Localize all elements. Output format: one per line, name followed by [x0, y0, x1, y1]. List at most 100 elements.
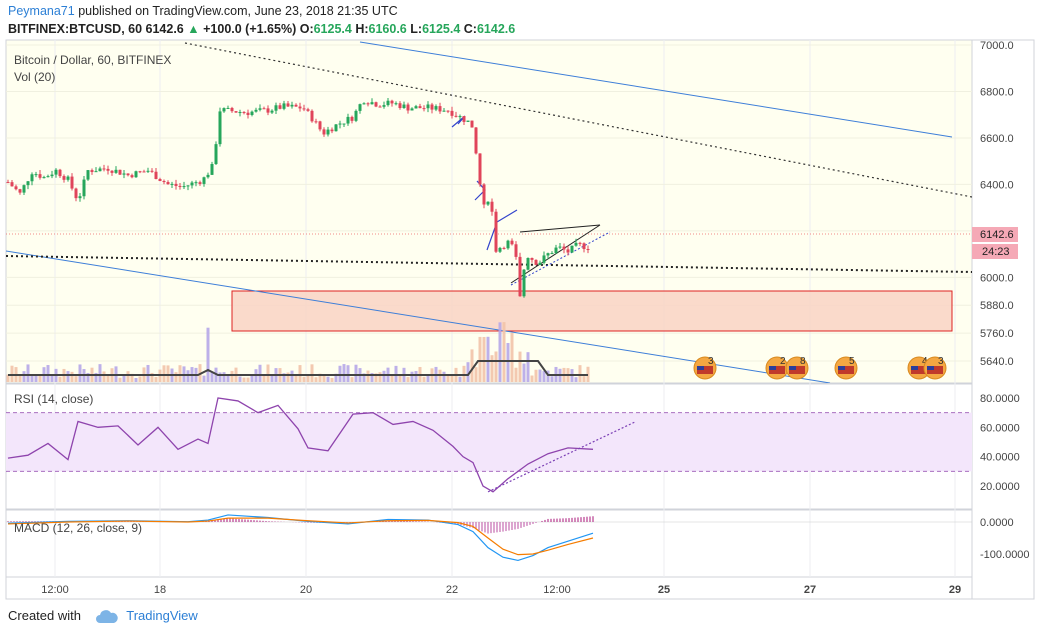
time-tick-label: 25 [658, 584, 670, 596]
candle-body [390, 100, 394, 104]
volume-bar [374, 373, 378, 382]
volume-bar [286, 372, 290, 382]
volume-ma-line [8, 360, 588, 376]
candle-body [522, 269, 526, 297]
candle-body [234, 111, 238, 113]
candle-body [118, 169, 122, 175]
volume-bar [38, 374, 42, 382]
time-tick-label: 12:00 [543, 584, 571, 596]
candle-body [66, 176, 70, 180]
volume-bar [94, 372, 98, 382]
candle-body [194, 182, 198, 184]
volume-bar [398, 374, 402, 382]
volume-bar [154, 377, 158, 382]
volume-bar [6, 374, 10, 382]
candle-body [442, 110, 446, 112]
price-tick-label: 6600.0 [980, 133, 1014, 145]
candle-body [158, 178, 162, 182]
candle-body [246, 112, 250, 115]
flag-canton [927, 366, 934, 370]
volume-bar [126, 371, 130, 382]
close-label: C: [463, 22, 477, 36]
macd-pane[interactable] [5, 509, 973, 578]
event-flag-icon: 3 [693, 356, 717, 380]
volume-bar [370, 373, 374, 382]
candle-body [286, 103, 290, 107]
candle-body [586, 249, 590, 251]
candle-body [102, 168, 106, 170]
candle-body [106, 168, 110, 171]
volume-bar [34, 374, 38, 382]
flag-stripe [789, 366, 805, 374]
volume-bar [550, 376, 554, 382]
candle-body [534, 259, 538, 265]
candle-body [358, 104, 362, 111]
volume-bar [502, 322, 506, 382]
candle-body [554, 247, 558, 254]
volume-bar [506, 343, 510, 382]
candle-body [326, 129, 330, 135]
flag-stripe [927, 366, 943, 374]
price-tick-label: 6400.0 [980, 179, 1014, 191]
volume-bar [186, 370, 190, 382]
volume-bar [210, 372, 214, 382]
candle-body [58, 169, 62, 177]
volume-bar [262, 375, 266, 382]
candle-body [578, 242, 582, 244]
flag-mark [451, 115, 466, 128]
flag-canton [697, 366, 704, 370]
tradingview-link[interactable]: TradingView [126, 608, 198, 623]
candle-body [70, 176, 74, 189]
volume-bar [118, 377, 122, 382]
candle-body [322, 129, 326, 135]
open-value: 6125.4 [313, 22, 352, 36]
publisher-link[interactable]: Peymana71 [8, 4, 75, 18]
volume-bar [510, 332, 514, 382]
volume-bar [354, 364, 358, 382]
candle-body [38, 174, 42, 178]
volume-bar [462, 365, 466, 382]
volume-bar [290, 370, 294, 382]
candle-body [498, 247, 502, 252]
candles [6, 97, 590, 298]
candle-body [130, 175, 134, 178]
volume-bar [58, 376, 62, 382]
countdown-badge [972, 244, 1018, 259]
event-count: 2 [780, 356, 786, 367]
volume-bar [150, 372, 154, 382]
candle-body [94, 171, 98, 173]
volume-bar [442, 371, 446, 382]
volume-bar [66, 371, 70, 382]
volume-bar [266, 364, 270, 382]
price-tick-label: 6000.0 [980, 272, 1014, 284]
flag-canton [769, 366, 776, 370]
volume-bar [318, 373, 322, 382]
candle-body [474, 127, 478, 154]
candle-body [214, 144, 218, 165]
volume-bar [578, 365, 582, 382]
candle-body [90, 170, 94, 172]
candle-body [142, 171, 146, 173]
candle-body [570, 245, 574, 253]
price-tick-label: 6800.0 [980, 86, 1014, 98]
rsi-trendline [487, 420, 637, 493]
price-tick-label: 5760.0 [980, 328, 1014, 340]
candle-body [306, 109, 310, 111]
event-flag-icon: 5 [834, 356, 858, 380]
volume-bars [6, 322, 590, 382]
candle-body [174, 183, 178, 186]
macd-legend: MACD (12, 26, close, 9) [14, 521, 142, 535]
candle-body [154, 171, 158, 179]
candle-body [290, 104, 294, 107]
grid [6, 40, 972, 577]
volume-bar [250, 374, 254, 382]
candle-body [562, 246, 566, 250]
macd-indicator [6, 514, 972, 562]
candle-body [274, 105, 278, 111]
created-with: Created with [8, 608, 81, 623]
candle-body [278, 105, 282, 109]
rsi-tick-label: 60.0000 [980, 422, 1020, 434]
volume-bar [106, 374, 110, 382]
